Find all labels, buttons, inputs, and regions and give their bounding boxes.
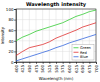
y-tick: 40	[8, 39, 16, 44]
y-tick-mark	[14, 9, 16, 10]
grid-line	[42, 9, 43, 62]
x-tick-label: 450	[27, 65, 32, 73]
y-tick-label: 100	[6, 7, 14, 12]
legend-label: Green	[80, 46, 91, 50]
x-tick: 575	[60, 62, 65, 73]
x-tick: 675	[87, 62, 92, 73]
x-tick: 700	[94, 62, 99, 73]
legend: GreenRedBlue	[72, 45, 94, 61]
x-tick-mark	[96, 62, 97, 64]
x-tick-mark	[69, 62, 70, 64]
x-tick-mark	[89, 62, 90, 64]
chart-title: Wavelength intensity	[26, 1, 87, 8]
x-tick: 625	[74, 62, 79, 73]
legend-swatch	[74, 47, 79, 48]
y-tick-mark	[14, 30, 16, 31]
x-tick-mark	[56, 62, 57, 64]
y-tick: 60	[8, 28, 16, 33]
x-axis: 400425450475500525550575600625650675700	[14, 62, 99, 73]
x-tick-mark	[63, 62, 64, 64]
y-tick-label: 80	[8, 17, 14, 22]
y-tick-mark	[14, 51, 16, 52]
x-tick: 400	[14, 62, 19, 73]
plot-background	[16, 9, 96, 62]
legend-box	[72, 45, 94, 61]
x-tick-mark	[36, 62, 37, 64]
x-axis-line	[17, 63, 97, 65]
y-tick-label: 0	[11, 60, 14, 65]
x-tick-label: 500	[40, 65, 45, 73]
x-tick: 550	[54, 62, 59, 73]
x-tick: 450	[27, 62, 32, 73]
x-tick-mark	[49, 62, 50, 64]
x-tick-label: 600	[67, 65, 72, 73]
x-tick-mark	[43, 62, 44, 64]
x-tick-label: 550	[54, 65, 59, 73]
grid-line	[56, 9, 57, 62]
x-tick-label: 625	[74, 65, 79, 73]
x-tick-label: 700	[94, 65, 99, 73]
series-line	[16, 34, 96, 61]
plot-frame	[16, 9, 96, 62]
series-line	[16, 10, 96, 41]
x-tick: 650	[80, 62, 85, 73]
x-tick: 600	[67, 62, 72, 73]
y-tick-label: 60	[8, 28, 14, 33]
x-tick-label: 400	[14, 65, 19, 73]
x-tick-mark	[23, 62, 24, 64]
x-tick: 500	[40, 62, 45, 73]
series-line	[16, 23, 96, 56]
y-tick: 0	[11, 60, 16, 65]
x-tick-mark	[83, 62, 84, 64]
x-tick-label: 675	[87, 65, 92, 73]
x-tick-label: 425	[20, 65, 25, 73]
y-tick-label: 20	[8, 49, 14, 54]
x-axis-title: Wavelength (nm)	[39, 76, 74, 81]
x-tick-mark	[29, 62, 30, 64]
x-tick-label: 575	[60, 65, 65, 73]
x-tick-label: 525	[47, 65, 52, 73]
y-axis: 0 20 40 60 80 100	[6, 7, 17, 65]
grid-line	[49, 9, 50, 62]
y-tick-mark	[14, 41, 16, 42]
y-tick-label: 40	[8, 39, 14, 44]
x-tick: 525	[47, 62, 52, 73]
y-axis-title: Intensity	[0, 26, 5, 44]
grid-line	[29, 9, 30, 62]
grid	[16, 9, 96, 62]
legend-label: Blue	[80, 55, 89, 59]
x-tick-label: 650	[80, 65, 85, 73]
plot-area	[16, 10, 96, 61]
legend-swatch	[74, 52, 79, 53]
y-tick-mark	[14, 20, 16, 21]
y-tick: 80	[8, 17, 16, 22]
x-tick-label: 475	[34, 65, 39, 73]
grid-line	[69, 9, 70, 62]
chart: 4004254504755005255505756006256506757000…	[0, 0, 100, 82]
legend-swatch	[74, 56, 79, 57]
legend-label: Red	[80, 51, 87, 55]
y-tick: 100	[6, 7, 16, 12]
x-tick: 425	[20, 62, 25, 73]
x-tick-mark	[76, 62, 77, 64]
y-tick-mark	[14, 62, 16, 63]
x-tick: 475	[34, 62, 39, 73]
grid-line	[22, 9, 23, 62]
y-tick: 20	[8, 49, 16, 54]
